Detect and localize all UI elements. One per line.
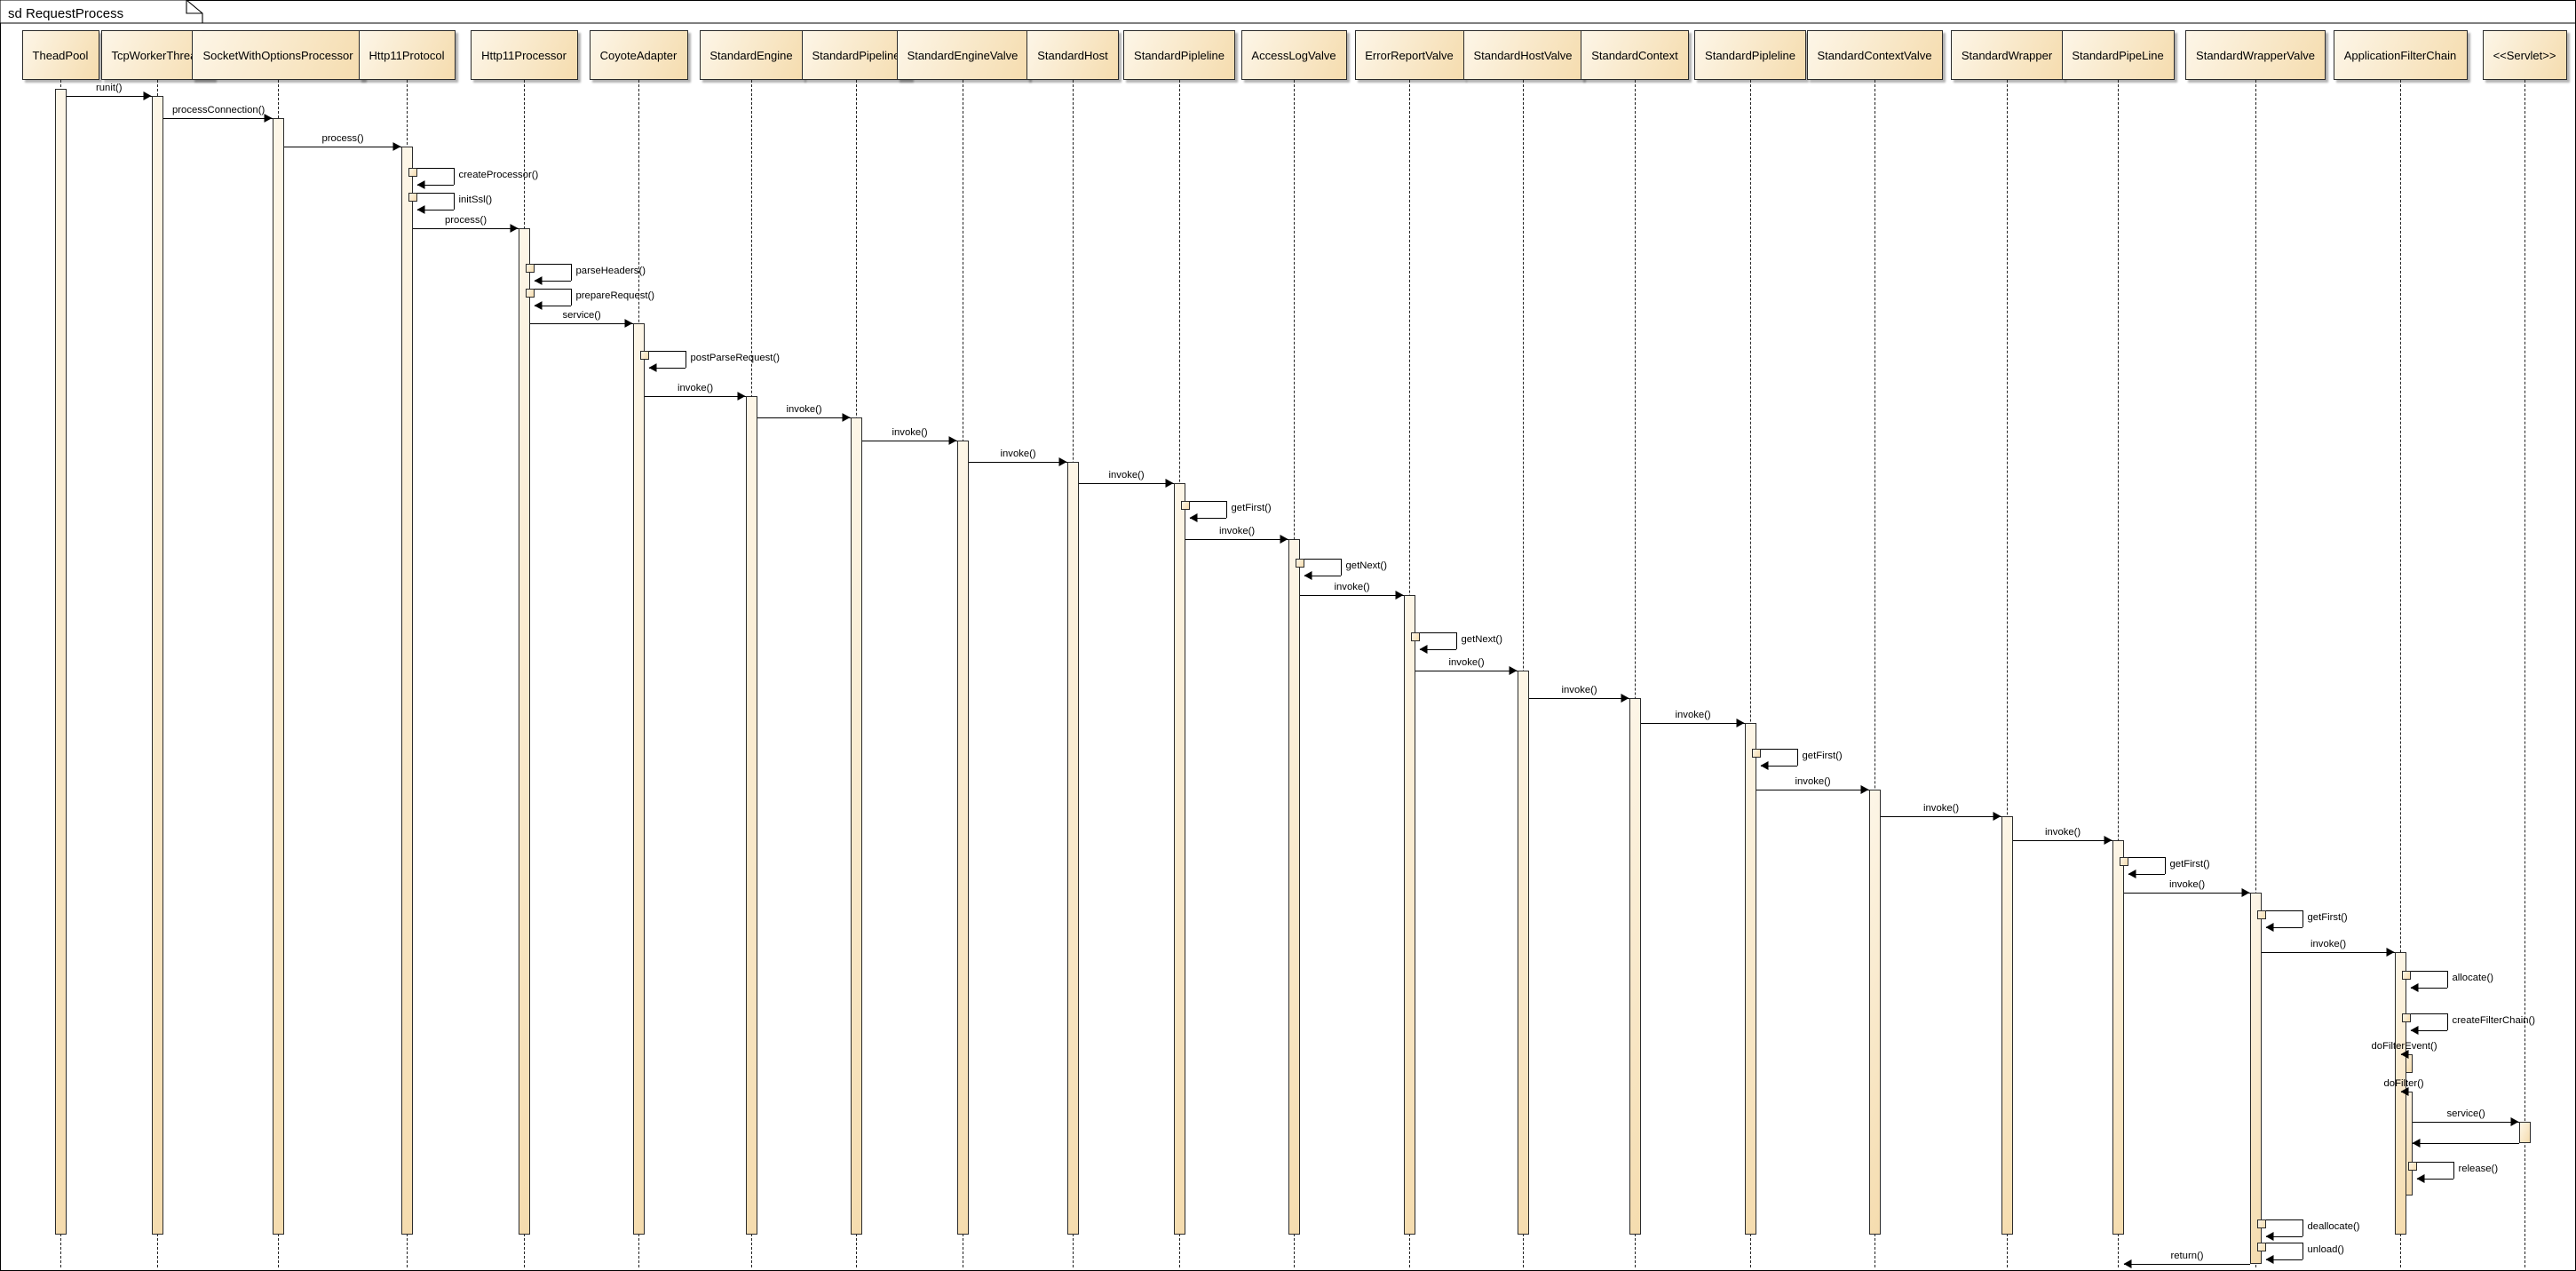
svg-text:sd RequestProcess: sd RequestProcess [8,6,123,21]
